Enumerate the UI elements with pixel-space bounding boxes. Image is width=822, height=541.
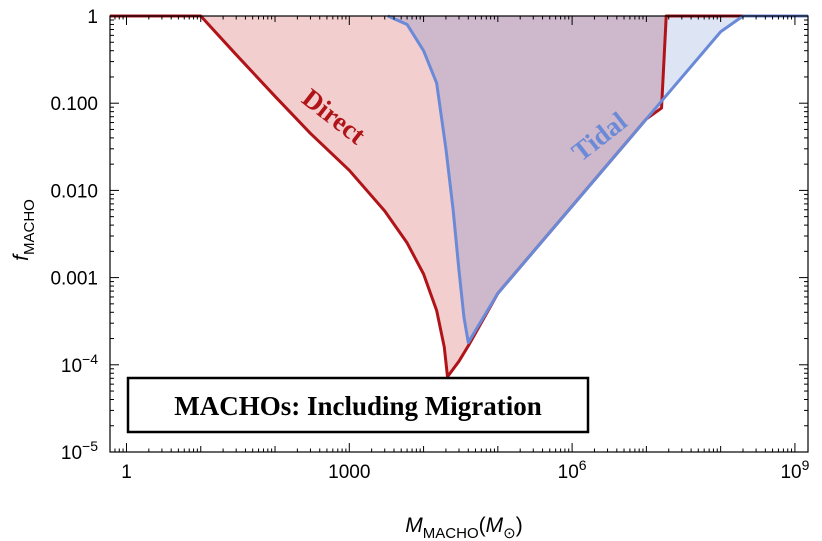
region-fills — [110, 16, 808, 377]
x-tick-label: 109 — [780, 457, 809, 483]
y-tick-label: 1 — [87, 7, 98, 28]
boundary-lines — [110, 14, 808, 379]
y-tick-label: 0.100 — [50, 94, 98, 115]
x-axis-title: MMACHO(M⊙) — [405, 514, 522, 541]
y-tick-label: 10−5 — [61, 438, 98, 464]
y-tick-label: 0.010 — [50, 181, 98, 202]
x-tick-label: 106 — [558, 457, 587, 483]
x-tick-label: 1 — [121, 462, 132, 483]
series-line-tidal — [387, 14, 808, 345]
y-tick-label: 10−4 — [61, 351, 98, 377]
chart-title-box: MACHOs: Including Migration — [126, 376, 590, 434]
plot-frame — [109, 15, 809, 453]
x-tick-label: 1000 — [328, 462, 370, 483]
region-fill-overlap — [387, 16, 808, 343]
y-tick-label: 0.001 — [50, 269, 98, 290]
chart-title: MACHOs: Including Migration — [174, 391, 542, 421]
y-axis-title: fMACHO — [10, 199, 38, 261]
tick-labels: 1 1000 106 109 1 0.100 0.010 0.001 10−4 10−5 — [50, 7, 809, 483]
